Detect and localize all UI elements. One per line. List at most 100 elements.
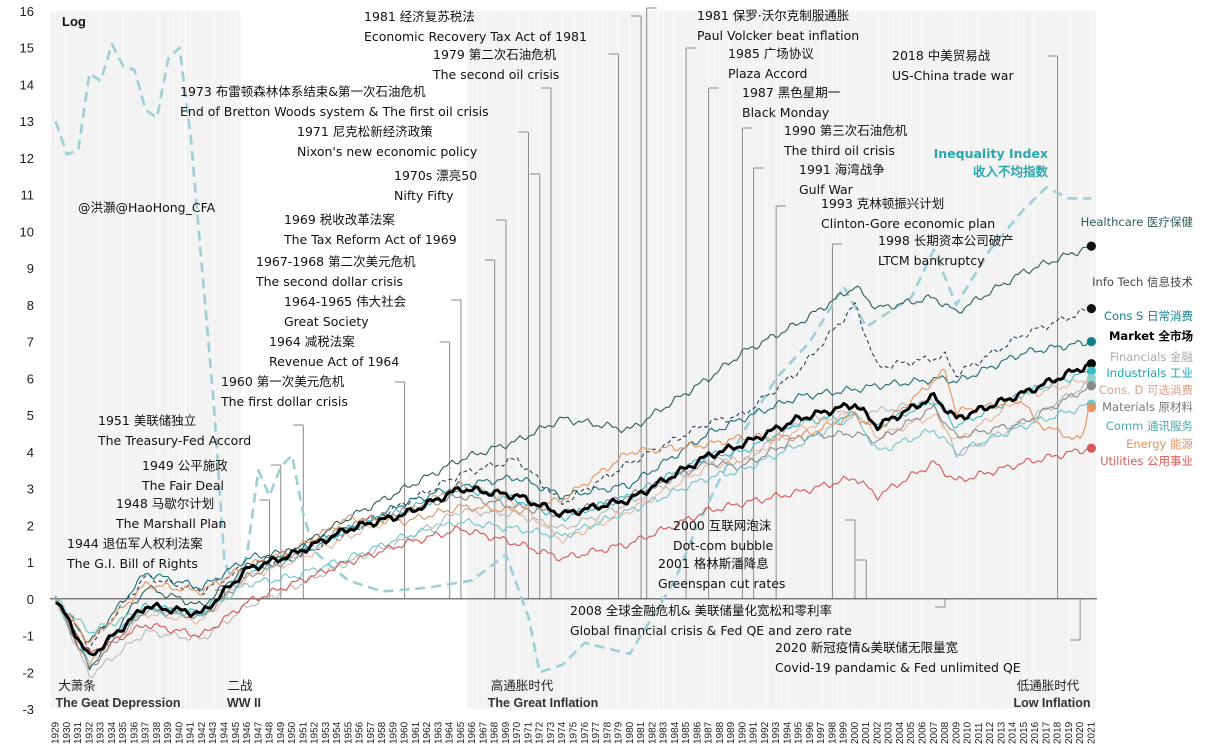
- x-tick-year: 1947: [253, 721, 264, 744]
- series-end-dot: [1086, 381, 1096, 391]
- x-tick-year: 2018: [1053, 721, 1064, 744]
- annotation-cn: 2018 中美贸易战: [892, 48, 991, 63]
- annotation-cn: 1967-1968 第二次美元危机: [256, 254, 416, 269]
- x-tick-year: 2017: [1041, 721, 1052, 744]
- series-line: [55, 362, 1092, 657]
- x-tick-year: 1961: [411, 721, 422, 744]
- y-tick-label: 15: [20, 41, 34, 56]
- x-tick-year: 1998: [827, 721, 838, 744]
- annotation-en: The G.I. Bill of Rights: [66, 556, 198, 571]
- annotation-en: The Tax Reform Act of 1969: [283, 232, 457, 247]
- annotation-cn: 1981 保罗·沃尔克制服通胀: [697, 8, 850, 23]
- annotation-en: Gulf War: [799, 182, 854, 197]
- annotation-en: Black Monday: [742, 105, 830, 120]
- x-tick-year: 1966: [467, 721, 478, 744]
- x-tick-year: 2003: [884, 721, 895, 744]
- x-tick-year: 1964: [445, 721, 456, 744]
- x-tick-year: 1930: [62, 721, 73, 744]
- series-line: [55, 340, 1092, 643]
- annotation-en: Global financial crisis & Fed QE and zer…: [570, 623, 852, 638]
- y-tick-label: 14: [20, 77, 34, 92]
- y-tick-label: 6: [27, 371, 34, 386]
- x-tick-year: 1950: [287, 721, 298, 744]
- series-line: [55, 385, 1092, 669]
- annotation-cn: 1964 减税法案: [269, 334, 355, 349]
- y-tick-label: 13: [20, 114, 34, 129]
- x-tick-year: 1938: [152, 721, 163, 744]
- x-tick-year: 1974: [557, 721, 568, 744]
- x-tick-year: 1994: [782, 721, 793, 744]
- series-line: [54, 42, 1092, 674]
- series-label: Utilities 公用事业: [1100, 454, 1193, 468]
- x-tick-year: 2013: [996, 721, 1007, 744]
- x-tick-year: 1982: [647, 721, 658, 744]
- x-tick-year: 1934: [107, 721, 118, 744]
- annotation-en: The Fair Deal: [141, 478, 224, 493]
- annotation-cn: 1969 税收改革法案: [284, 212, 395, 227]
- x-tick-year: 1933: [96, 721, 107, 744]
- x-tick-year: 1973: [546, 721, 557, 744]
- annotation-en: Great Society: [284, 314, 369, 329]
- era-label-en: The Geat Depression: [55, 696, 180, 710]
- annotation-en: The Marshall Plan: [115, 516, 226, 531]
- annotation-cn: 2020 新冠疫情&美联储无限量宽: [775, 640, 958, 655]
- annotation-cn: 1948 马歇尔计划: [116, 496, 214, 511]
- annotation-en: Greenspan cut rates: [658, 576, 785, 591]
- era-label-en: Low Inflation: [1013, 696, 1090, 710]
- x-tick-year: 1948: [265, 721, 276, 744]
- series-end-dot: [1086, 366, 1096, 376]
- annotation-en: Clinton-Gore economic plan: [821, 216, 995, 231]
- x-tick-year: 1993: [771, 721, 782, 744]
- y-tick-label: -3: [22, 702, 34, 717]
- x-tick-year: 1937: [141, 721, 152, 744]
- x-tick-year: 2007: [929, 721, 940, 744]
- y-tick-label: 2: [27, 518, 34, 533]
- x-tick-year: 2016: [1030, 721, 1041, 744]
- era-label-cn: 高通胀时代: [491, 678, 554, 693]
- annotation-en: The second oil crisis: [432, 67, 559, 82]
- x-tick-year: 1955: [343, 721, 354, 744]
- series-end-dot: [1086, 241, 1096, 251]
- y-tick-label: 10: [20, 224, 34, 239]
- annotation-en: The third oil crisis: [783, 143, 895, 158]
- x-tick-year: 1996: [805, 721, 816, 744]
- x-tick-year: 1963: [433, 721, 444, 744]
- x-tick-year: 1975: [569, 721, 580, 744]
- x-tick-year: 1962: [422, 721, 433, 744]
- x-tick-year: 1969: [501, 721, 512, 744]
- era-label-cn: 低通胀时代: [1017, 678, 1080, 693]
- annotation-cn: 2001 格林斯潘降息: [658, 556, 769, 571]
- x-tick-year: 2002: [872, 721, 883, 744]
- annotation-en: Nixon's new economic policy: [297, 144, 478, 159]
- x-tick-year: 1979: [614, 721, 625, 744]
- annotation-cn: 1951 美联储独立: [98, 413, 196, 428]
- series-end-dot: [1086, 303, 1096, 314]
- annotation-en: Paul Volcker beat inflation: [697, 28, 859, 43]
- x-tick-year: 2008: [940, 721, 951, 744]
- annotation-en: The Treasury-Fed Accord: [97, 433, 251, 448]
- annotation-cn: 1987 黑色星期一: [742, 85, 840, 100]
- x-tick-year: 1954: [332, 721, 343, 744]
- era-label-cn: 大萧条: [58, 678, 96, 693]
- series-end-dot: [1086, 373, 1096, 383]
- x-tick-year: 1959: [388, 721, 399, 744]
- x-tick-year: 1929: [51, 721, 62, 744]
- annotation-en: The second dollar crisis: [255, 274, 403, 289]
- x-tick-year: 2020: [1075, 721, 1086, 744]
- x-tick-year: 1985: [681, 721, 692, 744]
- annotation-cn: 1990 第三次石油危机: [784, 123, 908, 138]
- annotation-en: Economic Recovery Tax Act of 1981: [364, 29, 587, 44]
- x-tick-year: 1984: [670, 721, 681, 744]
- x-tick-year: 1943: [208, 721, 219, 744]
- x-tick-year: 1945: [231, 721, 242, 744]
- annotation-cn: 1971 尼克松新经济政策: [297, 124, 433, 139]
- watermark: @洪灝@HaoHong_CFA: [78, 200, 216, 215]
- annotation-cn: 1993 克林顿振兴计划: [821, 196, 944, 211]
- x-tick-year: 1978: [602, 721, 613, 744]
- series-line: [55, 447, 1092, 653]
- x-tick-year: 1986: [692, 721, 703, 744]
- inequality-label-cn: 收入不均指数: [973, 164, 1049, 179]
- annotation-cn: 1944 退伍军人权利法案: [67, 536, 203, 551]
- annotation-cn: 1964-1965 伟大社会: [284, 294, 407, 309]
